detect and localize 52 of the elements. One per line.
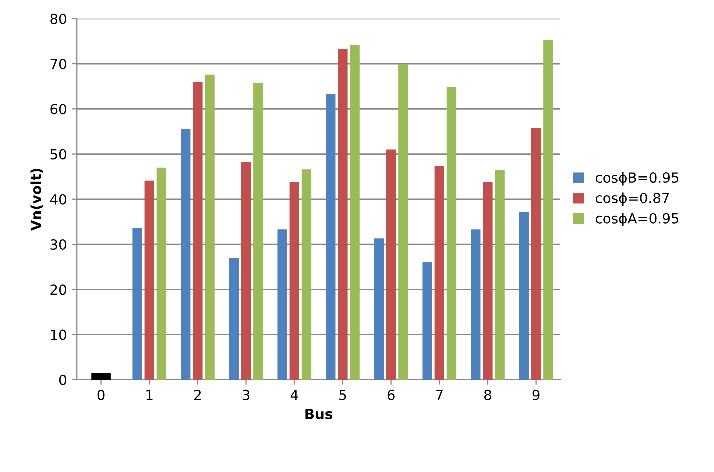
bar — [471, 230, 481, 380]
x-tick-label: 8 — [484, 390, 492, 400]
bar — [531, 128, 542, 380]
bar — [144, 180, 154, 380]
y-tick-label: 70 — [50, 58, 66, 70]
bar — [338, 49, 348, 380]
bar — [132, 228, 142, 380]
y-tick-label: 40 — [50, 194, 66, 205]
y-tick-label: 50 — [50, 149, 66, 160]
bar — [398, 64, 408, 380]
x-axis-title: Bus — [306, 409, 333, 420]
bar — [483, 182, 493, 380]
x-tick-label: 4 — [290, 390, 298, 400]
x-tick-label: 3 — [242, 390, 250, 400]
bar — [181, 129, 191, 380]
bar — [229, 258, 240, 380]
x-tick-label: 6 — [388, 390, 395, 400]
bar — [193, 82, 203, 380]
bar — [519, 212, 530, 380]
bar — [205, 74, 215, 380]
bar — [254, 82, 264, 380]
legend-label: cosϕA=0.95 — [596, 213, 679, 227]
bar — [350, 46, 360, 380]
bar — [374, 238, 384, 380]
x-tick-label: 7 — [436, 390, 443, 400]
bar — [241, 162, 252, 380]
bar — [326, 94, 336, 380]
bar — [386, 150, 396, 380]
bar — [434, 166, 444, 380]
x-tick-label: 2 — [194, 390, 201, 400]
bar — [422, 262, 432, 380]
bar — [278, 230, 288, 380]
bar — [446, 87, 457, 380]
bar — [92, 373, 111, 380]
y-tick-label: 80 — [50, 14, 66, 24]
bar — [544, 40, 554, 380]
y-axis-title: Vn(volt) — [30, 168, 44, 232]
bar — [495, 170, 505, 380]
y-tick-label: 20 — [50, 284, 66, 296]
x-tick-label: 5 — [340, 390, 346, 400]
y-tick-label: 60 — [50, 104, 66, 115]
bar — [302, 170, 312, 380]
x-tick-label: 9 — [532, 390, 540, 400]
x-tick-label: 1 — [146, 390, 153, 400]
legend-label: cosϕ=0.87 — [596, 192, 670, 206]
x-tick-label: 0 — [98, 390, 105, 400]
y-tick-label: 0 — [59, 374, 66, 386]
legend-label: cosϕB=0.95 — [596, 172, 679, 186]
y-tick-label: 30 — [50, 240, 66, 250]
bar — [290, 182, 300, 380]
bar — [156, 168, 167, 380]
y-tick-label: 10 — [51, 330, 66, 340]
